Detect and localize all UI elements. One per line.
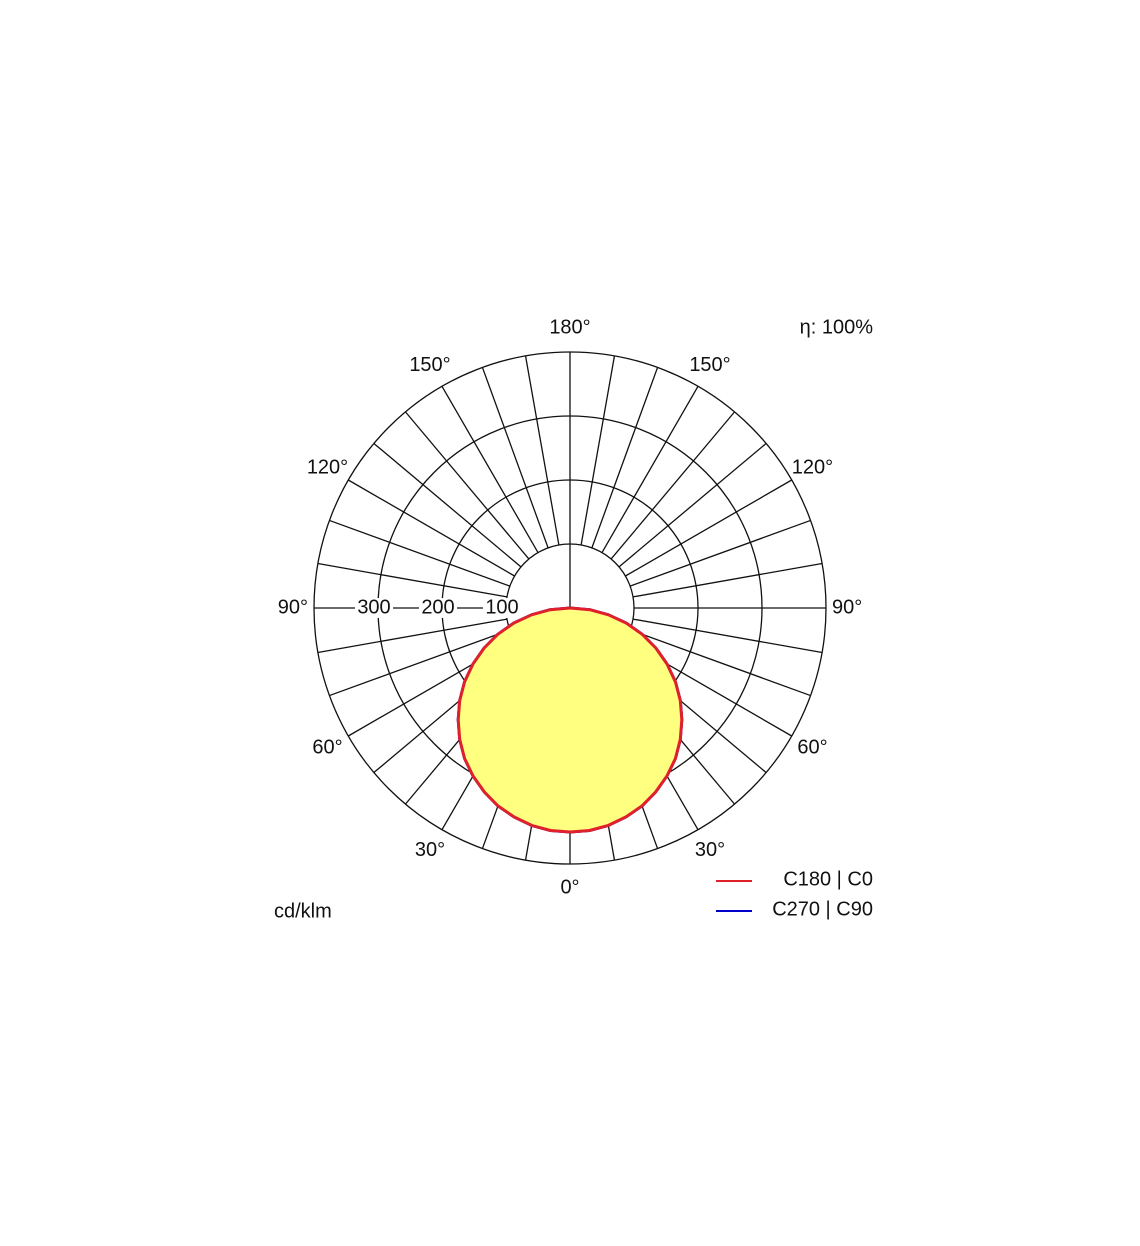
spoke <box>580 355 616 546</box>
spoke <box>610 411 736 560</box>
unit-label: cd/klm <box>274 900 332 922</box>
legend-label: C270 | C90 <box>772 898 873 920</box>
legend-label: C180 | C0 <box>783 868 873 890</box>
spoke <box>441 385 539 553</box>
spoke <box>317 618 508 654</box>
angle-label: 60° <box>797 736 827 758</box>
spoke <box>625 479 793 577</box>
series-line <box>456 606 684 834</box>
angle-label: 180° <box>549 316 590 338</box>
label-bg <box>355 598 393 618</box>
angle-label: 120° <box>792 456 833 478</box>
r-tick-label: 300 <box>357 596 390 618</box>
spoke <box>329 629 511 697</box>
angle-label: 0° <box>560 876 579 898</box>
angle-label: 150° <box>689 354 730 376</box>
spoke <box>618 442 767 568</box>
spoke <box>524 355 560 546</box>
spoke <box>404 411 530 560</box>
angle-label: 120° <box>307 456 348 478</box>
spoke <box>629 629 811 697</box>
efficiency-label: η: 100% <box>800 316 874 338</box>
label-bg <box>483 598 521 618</box>
r-tick-label: 100 <box>485 596 518 618</box>
angle-label: 90° <box>278 596 308 618</box>
angle-label: 60° <box>312 736 342 758</box>
spoke <box>329 519 511 587</box>
r-tick-label: 200 <box>421 596 454 618</box>
spoke <box>629 519 811 587</box>
spoke <box>373 442 522 568</box>
angle-label: 150° <box>409 354 450 376</box>
data <box>456 606 684 834</box>
angle-label: 90° <box>832 596 862 618</box>
spoke <box>591 367 659 549</box>
labels: 100 200 300 0° 30° 30° 60° 60° 90° 90° 120° 120° 150… <box>278 316 873 920</box>
spoke <box>601 385 699 553</box>
spoke <box>632 562 823 598</box>
spoke <box>481 367 549 549</box>
spoke <box>347 479 515 577</box>
spoke <box>317 562 508 598</box>
spoke <box>632 618 823 654</box>
label-bg <box>419 598 457 618</box>
angle-label: 30° <box>695 839 725 861</box>
angle-label: 30° <box>415 839 445 861</box>
